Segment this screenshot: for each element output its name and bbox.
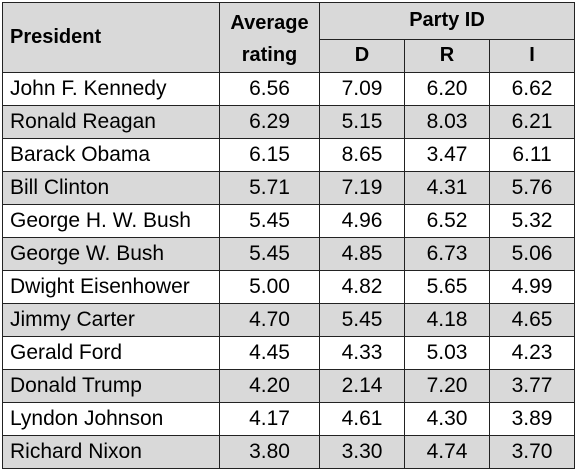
cell-party-d: 4.61	[319, 401, 405, 436]
header-party-id: Party ID	[319, 2, 575, 40]
table-row: Donald Trump 4.20 2.14 7.20 3.77	[2, 368, 575, 403]
cell-party-i: 4.65	[489, 302, 575, 337]
header-average-top: Average	[219, 2, 320, 39]
cell-average: 5.71	[219, 170, 320, 205]
cell-president: George W. Bush	[2, 236, 220, 271]
cell-party-d: 2.14	[319, 368, 405, 403]
cell-party-d: 3.30	[319, 434, 405, 469]
header-row-top: President Average Party ID	[2, 2, 575, 73]
cell-party-i: 6.62	[489, 71, 575, 106]
cell-party-i: 4.99	[489, 269, 575, 304]
table-row: Dwight Eisenhower 5.00 4.82 5.65 4.99	[2, 269, 575, 304]
cell-average: 4.20	[219, 368, 320, 403]
cell-party-d: 5.45	[319, 302, 405, 337]
cell-party-r: 4.30	[404, 401, 490, 436]
cell-party-r: 7.20	[404, 368, 490, 403]
cell-party-i: 3.89	[489, 401, 575, 436]
header-party-i: I	[489, 38, 575, 73]
cell-average: 4.17	[219, 401, 320, 436]
cell-average: 4.45	[219, 335, 320, 370]
cell-party-d: 4.82	[319, 269, 405, 304]
cell-party-r: 3.47	[404, 137, 490, 172]
cell-party-r: 6.73	[404, 236, 490, 271]
cell-party-d: 4.33	[319, 335, 405, 370]
cell-average: 6.56	[219, 71, 320, 106]
table-row: George W. Bush 5.45 4.85 6.73 5.06	[2, 236, 575, 271]
cell-party-i: 6.11	[489, 137, 575, 172]
header-party-d: D	[319, 38, 405, 73]
cell-party-r: 4.31	[404, 170, 490, 205]
cell-president: John F. Kennedy	[2, 71, 220, 106]
cell-president: Dwight Eisenhower	[2, 269, 220, 304]
cell-average: 5.00	[219, 269, 320, 304]
cell-party-i: 5.32	[489, 203, 575, 238]
table-row: Bill Clinton 5.71 7.19 4.31 5.76	[2, 170, 575, 205]
table-row: Lyndon Johnson 4.17 4.61 4.30 3.89	[2, 401, 575, 436]
cell-party-r: 4.18	[404, 302, 490, 337]
table-row: Jimmy Carter 4.70 5.45 4.18 4.65	[2, 302, 575, 337]
cell-party-r: 6.52	[404, 203, 490, 238]
cell-president: Richard Nixon	[2, 434, 220, 469]
cell-president: Bill Clinton	[2, 170, 220, 205]
table-row: George H. W. Bush 5.45 4.96 6.52 5.32	[2, 203, 575, 238]
cell-party-r: 5.03	[404, 335, 490, 370]
cell-president: Jimmy Carter	[2, 302, 220, 337]
table-row: Richard Nixon 3.80 3.30 4.74 3.70	[2, 434, 575, 469]
cell-average: 4.70	[219, 302, 320, 337]
cell-president: Barack Obama	[2, 137, 220, 172]
cell-president: George H. W. Bush	[2, 203, 220, 238]
cell-party-r: 5.65	[404, 269, 490, 304]
cell-president: Donald Trump	[2, 368, 220, 403]
cell-party-i: 5.76	[489, 170, 575, 205]
cell-party-d: 4.96	[319, 203, 405, 238]
cell-average: 5.45	[219, 236, 320, 271]
cell-party-d: 4.85	[319, 236, 405, 271]
cell-president: Lyndon Johnson	[2, 401, 220, 436]
cell-party-i: 6.21	[489, 104, 575, 139]
cell-party-d: 7.19	[319, 170, 405, 205]
cell-party-d: 7.09	[319, 71, 405, 106]
cell-average: 6.15	[219, 137, 320, 172]
cell-president: Ronald Reagan	[2, 104, 220, 139]
header-party-r: R	[404, 38, 490, 73]
cell-average: 5.45	[219, 203, 320, 238]
table-row: Barack Obama 6.15 8.65 3.47 6.11	[2, 137, 575, 172]
cell-party-i: 5.06	[489, 236, 575, 271]
cell-average: 3.80	[219, 434, 320, 469]
table-row: John F. Kennedy 6.56 7.09 6.20 6.62	[2, 71, 575, 106]
header-president: President	[2, 2, 220, 73]
cell-party-r: 8.03	[404, 104, 490, 139]
table-row: Gerald Ford 4.45 4.33 5.03 4.23	[2, 335, 575, 370]
cell-party-d: 5.15	[319, 104, 405, 139]
cell-party-d: 8.65	[319, 137, 405, 172]
table-body: John F. Kennedy 6.56 7.09 6.20 6.62 Ronald Re…	[2, 71, 575, 469]
table-header: President Average Party ID rating D R I	[2, 2, 575, 73]
cell-party-i: 3.70	[489, 434, 575, 469]
cell-president: Gerald Ford	[2, 335, 220, 370]
cell-party-i: 3.77	[489, 368, 575, 403]
cell-party-r: 6.20	[404, 71, 490, 106]
cell-party-i: 4.23	[489, 335, 575, 370]
cell-average: 6.29	[219, 104, 320, 139]
cell-party-r: 4.74	[404, 434, 490, 469]
header-average-bottom: rating	[219, 39, 320, 73]
table-row: Ronald Reagan 6.29 5.15 8.03 6.21	[2, 104, 575, 139]
